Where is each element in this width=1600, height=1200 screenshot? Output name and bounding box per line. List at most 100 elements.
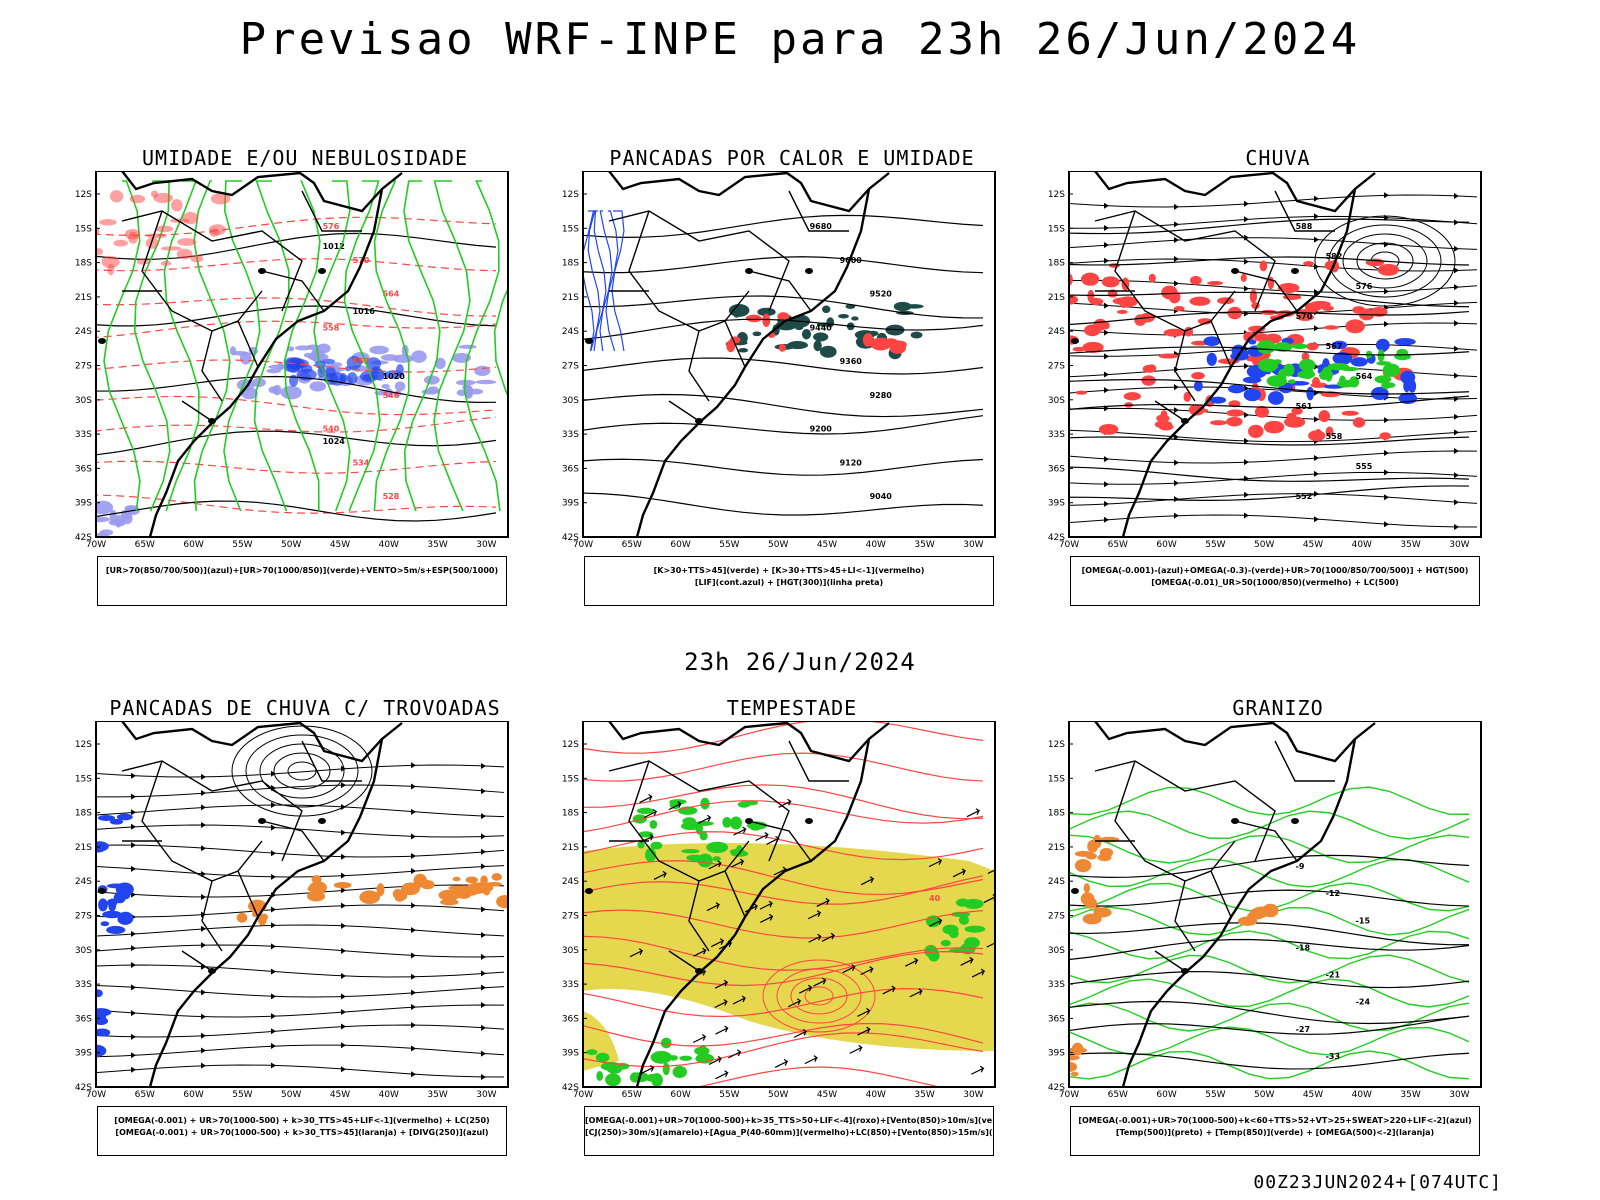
lon-tick-label: 30W [963, 1090, 983, 1100]
lat-tick-label: 12S [1048, 190, 1065, 200]
lat-tick-label: 39S [1048, 1049, 1065, 1059]
lat-tick-label: 15S [1048, 774, 1065, 784]
humidity-area [464, 384, 474, 399]
temp500-contour [1069, 938, 1470, 961]
contour-label: 9200 [810, 425, 833, 434]
lat-tick-label: 27S [75, 362, 92, 372]
legend-line: [OMEGA(-0.001)+UR>70(1000-500)+k>35_TTS>… [585, 1116, 993, 1125]
contour-label: 561 [1296, 402, 1313, 411]
temp850-contour [1069, 930, 1470, 960]
streamline-arrow [1104, 241, 1109, 248]
red-contour-blob [210, 192, 231, 205]
streamline-850 [583, 909, 984, 939]
wind-vector [960, 956, 974, 966]
contour-label: -24 [1356, 998, 1371, 1007]
rain-area [1341, 410, 1359, 416]
wind-vector [643, 809, 658, 819]
lake [1291, 268, 1299, 274]
humidity-low-contour [433, 180, 471, 512]
humidity-area [268, 386, 280, 394]
streamline-arrow [1244, 362, 1249, 369]
contour-label: 588 [1296, 222, 1313, 231]
rain-area [1163, 328, 1185, 337]
rain-area [1254, 405, 1270, 418]
anticyclone-streamline [245, 734, 359, 808]
temp850-contour [1069, 810, 1470, 840]
divergence-area [96, 1008, 112, 1017]
rain-area [1087, 289, 1095, 303]
streamline-arrow [201, 804, 206, 811]
streamline-850 [583, 935, 984, 971]
streamline-arrow [131, 793, 136, 800]
streamline-arrow [1244, 385, 1249, 392]
streamline-arrow [481, 984, 486, 991]
wind-vector [842, 964, 856, 974]
lat-tick-label: 15S [1048, 224, 1065, 234]
streamline-arrow [1314, 195, 1319, 202]
streamline-arrow [1104, 353, 1109, 360]
red-contour-blob [113, 239, 129, 247]
contour-label: 528 [383, 492, 400, 501]
streamline-arrow [341, 993, 346, 1000]
thunderstorm-area [333, 881, 352, 889]
lake [695, 418, 703, 424]
rain-area [1189, 275, 1202, 285]
lon-tick-label: 70W [573, 1090, 593, 1100]
contour-label: 570 [1296, 312, 1313, 321]
contour-label: 546 [383, 391, 400, 400]
main-title: Previsao WRF-INPE para 23h 26/Jun/2024 [239, 14, 1361, 65]
contour-label: 1020 [383, 372, 406, 381]
wind850-area [679, 1055, 693, 1061]
lif-contour [583, 210, 595, 352]
rain-area [1191, 372, 1205, 380]
omega-strong-area [1256, 340, 1276, 354]
thickness-contour [96, 297, 497, 317]
lat-tick-label: 27S [1048, 362, 1065, 372]
streamline [1069, 322, 1478, 336]
streamline-arrow [131, 945, 136, 952]
streamline [1069, 215, 1478, 229]
streamline-arrow [1454, 267, 1459, 274]
thunderstorm-area [496, 894, 508, 909]
divergence-area [116, 813, 133, 821]
convection-area [893, 301, 912, 312]
humidity-area [369, 345, 389, 355]
convection-area [838, 314, 849, 319]
streamline-arrow [481, 788, 486, 795]
humidity-area [381, 383, 390, 389]
wind850-area [638, 831, 654, 838]
lat-tick-label: 42S [562, 1083, 579, 1093]
humidity-area [458, 344, 477, 349]
omega-strong-area [1298, 358, 1316, 372]
lon-tick-label: 55W [232, 540, 252, 550]
wind850-area [699, 831, 708, 841]
lake [1291, 818, 1299, 824]
streamline-arrow [341, 782, 346, 789]
contour-label: 552 [353, 357, 370, 366]
streamline-arrow [201, 989, 206, 996]
lake [1181, 968, 1189, 974]
divergence-area [96, 1028, 111, 1037]
rain-area [1263, 420, 1285, 434]
lon-tick-label: 35W [914, 540, 934, 550]
temp850-contour [1069, 786, 1470, 816]
humidity-core [346, 355, 362, 370]
lon-tick-label: 70W [86, 540, 106, 550]
jet-core-area [583, 1011, 619, 1071]
humidity-area [427, 386, 439, 395]
lon-tick-label: 45W [330, 1090, 350, 1100]
streamline-arrow [131, 809, 136, 816]
country-borders [1094, 190, 1335, 422]
map-granizo: -9 -12 -15 -18 -21 -24 -27 -33 12S 15S 18S 21S 24S 27… [1048, 721, 1482, 1100]
omega-strong-area [1382, 363, 1400, 377]
streamline-arrow [1174, 480, 1179, 487]
humidity-low-contour [253, 180, 290, 512]
wind-vector [787, 998, 802, 1008]
rain-area [1240, 273, 1247, 282]
rain-area [1325, 426, 1334, 437]
streamline-arrow [201, 893, 206, 900]
streamline-arrow [271, 770, 276, 777]
streamline-arrow [1174, 496, 1179, 503]
omega-strong-area [1291, 343, 1308, 350]
anticyclone-streamline [259, 743, 345, 799]
